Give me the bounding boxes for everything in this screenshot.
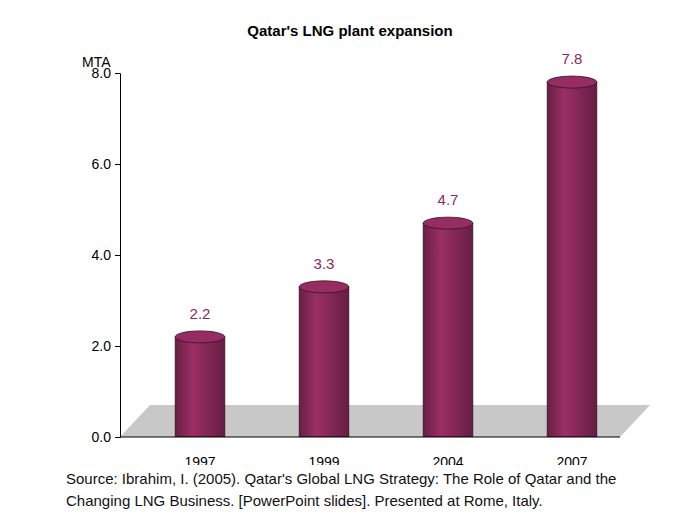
bar [547, 82, 597, 437]
y-tick-mark [115, 73, 120, 74]
x-axis: 1997 1999 2004 2007 [120, 437, 620, 465]
bar [299, 287, 349, 437]
chart: Qatar's LNG plant expansionMTA2.23.34.77… [0, 0, 700, 465]
source-note: Source: Ibrahim, I. (2005). Qatar's Glob… [66, 468, 666, 512]
bar [175, 337, 225, 437]
data-label: 7.8 [562, 50, 583, 67]
bar-cap [547, 76, 597, 88]
y-tick-mark [115, 437, 120, 438]
bars [175, 76, 597, 437]
title: Qatar's LNG plant expansion [247, 22, 452, 39]
x-tick-label: 1997 [184, 454, 215, 465]
y-tick: 8.0 [92, 65, 120, 81]
x-tick: 2004 [432, 437, 463, 465]
y-tick-mark [115, 255, 120, 256]
y-tick-mark [115, 346, 120, 347]
y-axis-line [115, 74, 121, 438]
bar-cap [175, 331, 225, 343]
x-axis-line [120, 437, 620, 438]
x-tick-label: 2007 [556, 454, 587, 465]
y-tick-label: 6.0 [92, 156, 112, 172]
y-tick: 6.0 [92, 156, 120, 172]
y-tick-label: 8.0 [92, 65, 112, 81]
x-tick: 1997 [184, 437, 215, 465]
y-tick: 4.0 [92, 247, 120, 263]
x-tick-label: 2004 [432, 454, 463, 465]
data-label: 4.7 [438, 191, 459, 208]
x-tick: 2007 [556, 437, 587, 465]
data-labels: 2.2 3.3 4.7 7.8 [190, 50, 583, 322]
bar [423, 223, 473, 437]
y-tick: 2.0 [92, 338, 120, 354]
x-tick-label: 1999 [308, 454, 339, 465]
bar-cap [299, 281, 349, 293]
y-tick-label: 4.0 [92, 247, 112, 263]
y-tick-label: 0.0 [92, 429, 112, 445]
x-tick: 1999 [308, 437, 339, 465]
y-tick: 0.0 [92, 429, 120, 445]
y-tick-label: 2.0 [92, 338, 112, 354]
y-tick-mark [115, 164, 120, 165]
bar-cap [423, 217, 473, 229]
y-axis: 0.0 2.0 4.0 6.0 8.0 [92, 65, 121, 445]
data-label: 3.3 [314, 255, 335, 272]
data-label: 2.2 [190, 305, 211, 322]
